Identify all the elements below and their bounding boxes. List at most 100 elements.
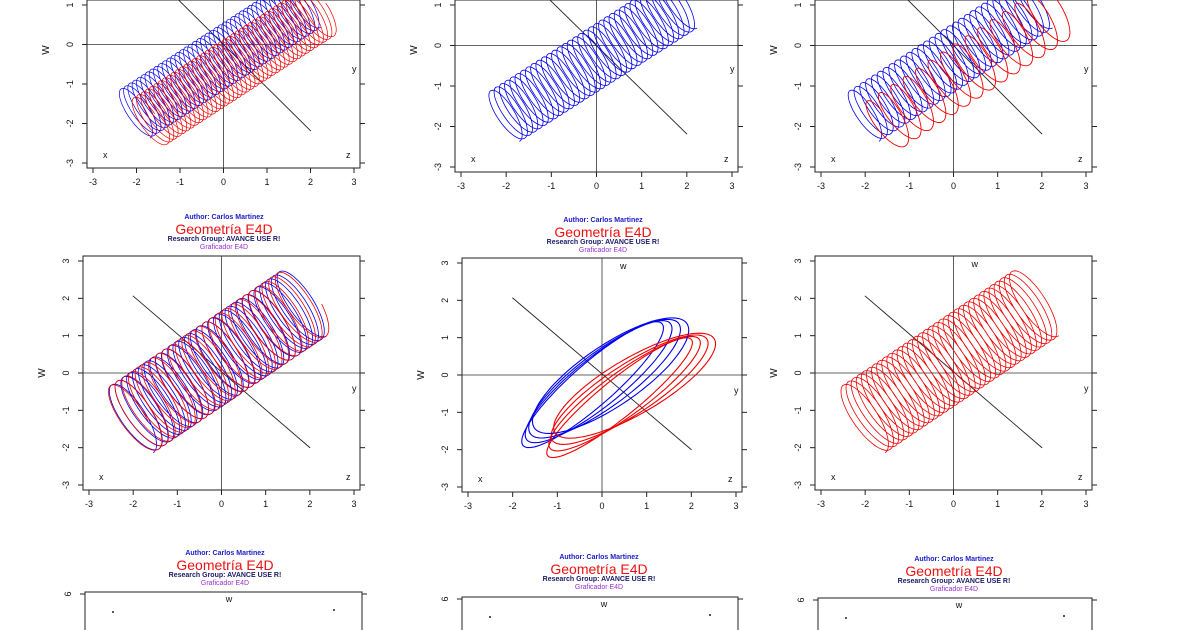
chart-group: Research Group: AVANCE USE R! [546, 239, 660, 246]
y-tick-label: 0 [793, 370, 803, 375]
x-tick-label: -1 [905, 181, 913, 191]
y-tick-label: -2 [793, 122, 803, 130]
x-tick-label: 2 [684, 181, 689, 191]
chart-author: Author: Carlos Martinez [185, 550, 265, 557]
y-tick-label: 6 [440, 596, 450, 601]
series-line [524, 320, 673, 444]
y-tick-label: 2 [440, 298, 450, 303]
x-tick-label: 3 [733, 501, 738, 511]
axis-label-x: x [831, 472, 836, 482]
chart-subtitle: Graficador E4D [929, 586, 979, 593]
chart-title: Geometría E4D [175, 221, 273, 237]
axis-label-y: y [352, 64, 357, 74]
x-tick-label: 2 [308, 177, 313, 187]
axis-label-w: w [225, 594, 233, 604]
x-tick-label: 0 [219, 499, 224, 509]
y-tick-label: -1 [433, 82, 443, 90]
chart-group: Research Group: AVANCE USE R! [167, 236, 281, 243]
x-tick-label: -1 [173, 499, 181, 509]
x-tick-label: 1 [995, 499, 1000, 509]
x-tick-label: 0 [951, 499, 956, 509]
series-line [550, 334, 709, 445]
chart-author: Author: Carlos Martinez [563, 217, 643, 224]
chart-header: Author: Carlos Martinez Geometría E4D Re… [473, 217, 733, 255]
x-tick-label: 0 [221, 177, 226, 187]
axis-label-w: w [971, 259, 979, 269]
x-tick-label: -3 [89, 177, 97, 187]
chart-subtitle: Graficador E4D [578, 247, 628, 254]
axis-label-z: z [724, 154, 729, 164]
y-tick-label: -2 [793, 444, 803, 452]
x-tick-label: -2 [132, 177, 140, 187]
axis-label-y: y [730, 64, 735, 74]
y-tick-label: 3 [793, 258, 803, 263]
x-tick-label: -3 [85, 499, 93, 509]
x-tick-label: -1 [553, 501, 561, 511]
chart-subtitle: Graficador E4D [199, 244, 249, 251]
axis-label-w: w [619, 261, 627, 271]
chart-title: Geometría E4D [905, 563, 1003, 579]
chart-subtitle: Graficador E4D [200, 580, 250, 587]
y-tick-label: 1 [61, 333, 71, 338]
series-line [548, 335, 701, 452]
chart-header: Author: Carlos Martinez Geometría E4D Re… [824, 556, 1084, 594]
axis-label-x: x [103, 150, 108, 160]
chart-title: Geometría E4D [554, 224, 652, 240]
chart-panel: -3 -2 -1 0 1 2 3 -3 -2 -1 0 1 2 3 x z y w W [769, 255, 1097, 509]
axis-label-z: z [346, 472, 351, 482]
y-axis-title: W [769, 45, 780, 55]
x-tick-label: -3 [457, 181, 465, 191]
axis-label-x: x [831, 154, 836, 164]
x-tick-label: 2 [1039, 181, 1044, 191]
y-tick-label: 3 [61, 258, 71, 263]
x-tick-label: 3 [1083, 181, 1088, 191]
series-line [488, 0, 698, 142]
z-axis [864, 295, 1043, 449]
y-tick-label: -3 [65, 159, 75, 167]
y-tick-label: 1 [793, 2, 803, 7]
x-tick-label: 2 [689, 501, 694, 511]
y-axis-title: W [416, 370, 427, 380]
y-tick-label: -2 [433, 122, 443, 130]
series-line [546, 337, 693, 459]
axis-label-z: z [346, 150, 351, 160]
axis-label-x: x [471, 154, 476, 164]
stray-point [333, 609, 335, 611]
axis-label-w: w [955, 600, 963, 610]
chart-header: Author: Carlos Martinez Geometría E4D Re… [94, 214, 354, 252]
y-axis-title: W [769, 368, 780, 378]
chart-author: Author: Carlos Martinez [559, 554, 639, 561]
chart-header: Author: Carlos Martinez Geometría E4D Re… [95, 550, 355, 588]
chart-panel: 6 [440, 596, 743, 630]
y-tick-label: -1 [61, 406, 71, 414]
x-tick-label: 0 [594, 181, 599, 191]
x-tick-label: -1 [905, 499, 913, 509]
y-tick-label: 1 [440, 335, 450, 340]
x-tick-label: -3 [817, 181, 825, 191]
axis-label-w: w [600, 599, 608, 609]
y-tick-label: -1 [793, 82, 803, 90]
series-line [108, 270, 327, 454]
chart-panel: -3 -2 -1 0 1 2 3 -3 -2 -1 0 1 2 3 x z y w W [416, 257, 747, 511]
y-tick-label: -3 [433, 163, 443, 171]
x-tick-label: -2 [129, 499, 137, 509]
x-tick-label: 0 [951, 181, 956, 191]
series-line [528, 318, 682, 439]
plot-area [815, 256, 1092, 490]
chart-group: Research Group: AVANCE USE R! [542, 576, 656, 583]
y-tick-label: 2 [793, 296, 803, 301]
stray-point [1063, 615, 1065, 617]
y-tick-label: -3 [793, 163, 803, 171]
axis-label-y: y [734, 386, 739, 396]
x-tick-label: -1 [547, 181, 555, 191]
y-tick-label: -2 [61, 444, 71, 452]
plot-frame [84, 591, 363, 630]
y-axis-title: W [41, 45, 52, 55]
chart-author: Author: Carlos Martinez [914, 556, 994, 563]
chart-panel: -3 -2 -1 0 1 -3 -2 -1 0 1 2 3 x z y W [41, 0, 365, 187]
plot-area [87, 0, 360, 168]
plot-area [462, 258, 742, 492]
chart-panel: 6 [63, 591, 367, 630]
axis-label-y: y [1084, 384, 1089, 394]
y-axis-title: W [409, 45, 420, 55]
